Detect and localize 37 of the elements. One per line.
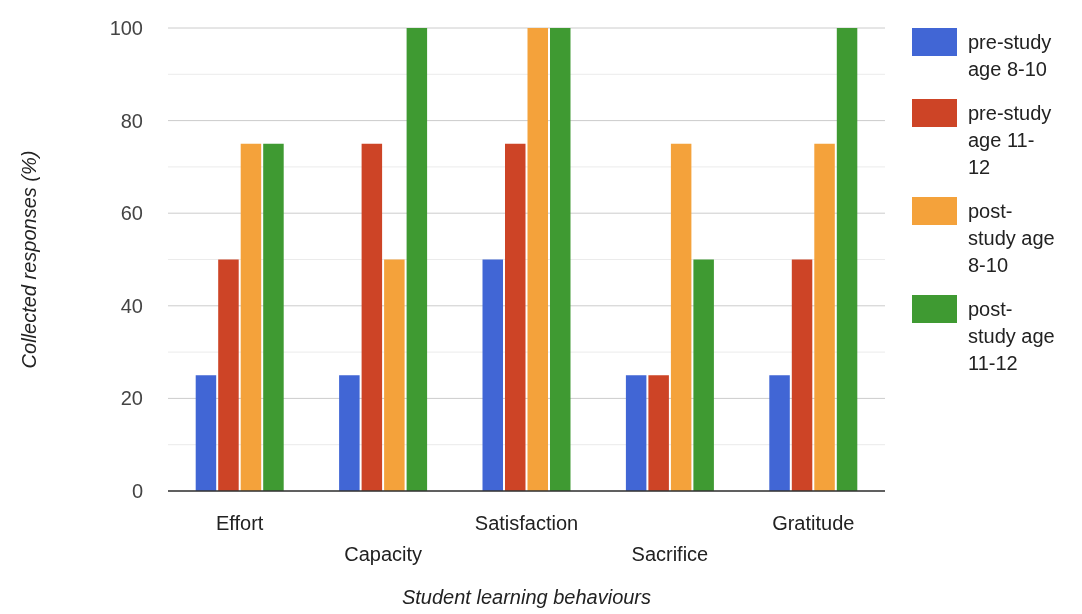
- bar: [406, 28, 428, 491]
- x-tick-label: Satisfaction: [474, 512, 579, 534]
- legend-label: post-study age 11-12: [968, 298, 1055, 374]
- y-axis-title: Collected responses (%): [18, 150, 40, 369]
- bar: [505, 143, 526, 491]
- bar: [218, 259, 239, 491]
- bar: [240, 143, 262, 491]
- bar: [625, 375, 647, 491]
- bar: [339, 375, 360, 491]
- bar: [550, 28, 571, 491]
- y-tick-label: 80: [120, 109, 143, 132]
- x-tick-label: Capacity: [344, 543, 423, 565]
- bar: [769, 375, 790, 491]
- x-tick-label: Effort: [215, 512, 264, 534]
- bar: [527, 28, 548, 491]
- bar: [482, 259, 503, 491]
- bar: [263, 143, 284, 491]
- bar: [361, 143, 383, 491]
- bar: [648, 375, 669, 491]
- bar: [195, 375, 217, 491]
- y-tick-label: 40: [120, 294, 143, 317]
- x-tick-label: Gratitude: [772, 512, 855, 534]
- legend-label: pre-study age 8-10: [968, 31, 1052, 80]
- bar: [814, 143, 835, 491]
- x-axis-title: Student learning behaviours: [401, 586, 652, 608]
- legend-label: post-study age 8-10: [968, 200, 1055, 276]
- bar: [384, 259, 405, 491]
- y-tick-label: 60: [120, 202, 143, 225]
- y-tick-label: 20: [120, 387, 143, 410]
- bar: [670, 143, 692, 491]
- legend-label: pre-study age 11-12: [968, 102, 1052, 178]
- bar: [791, 259, 813, 491]
- y-tick-label: 0: [131, 480, 143, 502]
- y-tick-label: 100: [109, 17, 143, 39]
- bar: [693, 259, 714, 491]
- x-tick-label: Sacrifice: [631, 543, 709, 565]
- bar: [836, 28, 858, 491]
